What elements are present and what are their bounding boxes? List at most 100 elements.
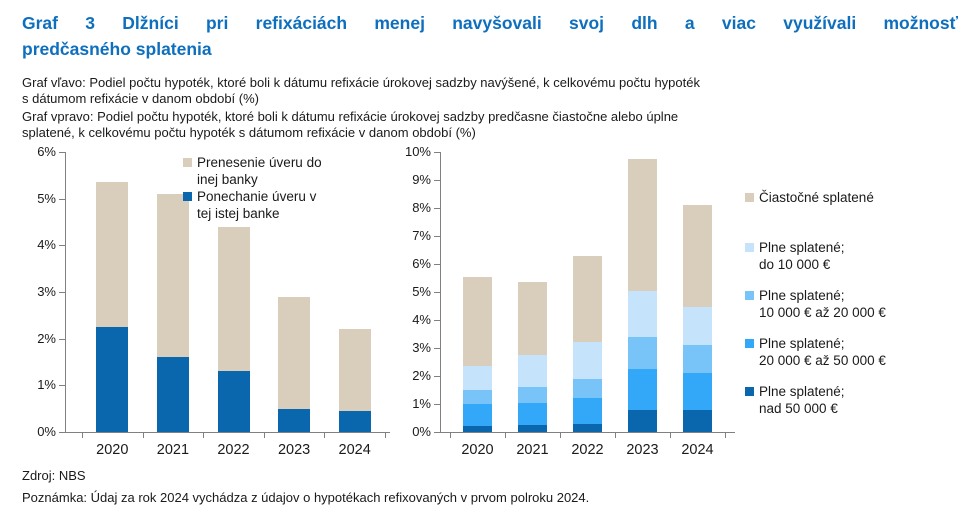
legend-item: Plne splatené; 10 000 € až 20 000 € [745,287,975,321]
x-axis [440,432,735,433]
bar-segment [518,282,547,355]
x-category-label: 2023 [277,442,311,458]
legend-label-line: Ponechanie úveru v [197,189,317,204]
x-tick [615,433,616,438]
legend-label-line: Plne splatené; [759,240,845,255]
bar-segment [573,255,602,343]
y-tick [434,348,440,349]
legend-label: Plne splatené; nad 50 000 € [759,383,845,417]
bar-segment [628,290,657,337]
legend-marker [745,243,754,252]
legend-label: Prenesenie úveru do inej banky [197,154,322,188]
y-tick [434,180,440,181]
bar-segment [463,366,492,390]
legend-marker [745,339,754,348]
figure-title-line2: predčasného splatenia [22,39,212,59]
y-tick [59,432,65,433]
bar-segment [156,194,189,358]
y-tick [59,385,65,387]
bar-segment [338,329,371,411]
y-tick [59,245,65,247]
y-tick [434,432,440,433]
y-tick-label: 6% [412,256,431,271]
legend-item: Čiastočné splatené [745,189,975,206]
legend-label-line: Prenesenie úveru do [197,155,322,170]
legend-marker [183,192,192,201]
y-tick [434,320,440,321]
x-tick [203,433,205,438]
x-tick [725,433,726,438]
x-tick [385,433,386,438]
legend: Čiastočné splatené Plne splatené; do 10 00… [745,189,975,417]
legend-label: Plne splatené; 10 000 € až 20 000 € [759,287,886,321]
bar-segment [683,205,712,308]
x-tick [324,433,326,438]
legend-marker [745,193,754,202]
bar-segment [683,373,712,410]
legend-label-line: Plne splatené; [759,336,845,351]
legend-label-line: do 10 000 € [759,257,831,272]
legend-marker [183,158,192,167]
source-note: Zdroj: NBS [22,468,86,483]
y-axis [65,152,66,433]
bar-segment [628,159,657,291]
legend-label: Plne splatené; 20 000 € až 50 000 € [759,335,886,369]
bar-segment [683,307,712,346]
legend-label-line: Plne splatené; [759,288,845,303]
legend-label-line: Čiastočné splatené [759,190,874,205]
x-axis [65,432,390,433]
x-category-label: 2020 [461,442,494,458]
bar-segment [683,345,712,374]
y-tick-label: 8% [412,200,431,215]
description-right-graph-line1: Graf vpravo: Podiel počtu hypoték, ktoré… [22,109,679,124]
y-tick [434,292,440,293]
bar-segment [518,402,547,425]
x-category-label: 2024 [681,442,714,458]
y-tick-label: 0% [37,424,56,439]
y-tick [434,152,440,153]
y-tick-label: 1% [412,396,431,411]
y-tick-label: 0% [412,424,431,439]
legend-label-line: nad 50 000 € [759,401,838,416]
y-tick-label: 3% [37,284,56,299]
figure-title-line1: Graf 3 Dlžníci pri refixáciách menej nav… [22,13,958,33]
y-tick [434,404,440,405]
bar-segment [573,398,602,424]
bar-segment [573,342,602,379]
y-tick [59,338,65,340]
x-tick [450,433,451,438]
bar-segment [338,411,371,432]
x-category-label: 2021 [516,442,549,458]
y-tick [434,236,440,237]
y-tick-label: 6% [37,144,56,159]
x-category-label: 2020 [96,442,129,458]
y-tick-label: 4% [37,237,56,253]
x-tick [263,433,265,438]
y-tick [59,152,65,153]
x-category-label: 2022 [217,442,250,458]
bar-segment [96,327,129,432]
legend-label-line: 20 000 € až 50 000 € [759,353,886,368]
x-tick [670,433,671,438]
legend-item: Ponechanie úveru v tej istej banke [183,188,393,222]
legend-label-line: inej banky [197,172,258,187]
y-axis [440,152,441,433]
bar-segment [628,336,657,369]
left-chart: 0% 1% 2% 3% 4% 5% 6% 2020 2021 2022 2023 2024 Prenes… [0,145,395,475]
bar-segment [217,371,250,432]
bar-segment [628,369,657,410]
legend-item: Plne splatené; nad 50 000 € [745,383,975,417]
bar-segment [96,182,129,327]
legend-label-line: Plne splatené; [759,384,845,399]
legend-item: Plne splatené; 20 000 € až 50 000 € [745,335,975,369]
bar-segment [573,378,602,399]
x-tick [142,433,144,438]
y-tick-label: 2% [37,330,56,346]
bar-segment [463,390,492,404]
x-category-label: 2023 [626,442,659,458]
bar-segment [463,404,492,427]
bar-segment [463,426,492,432]
y-tick [434,264,440,265]
x-tick [505,433,506,438]
